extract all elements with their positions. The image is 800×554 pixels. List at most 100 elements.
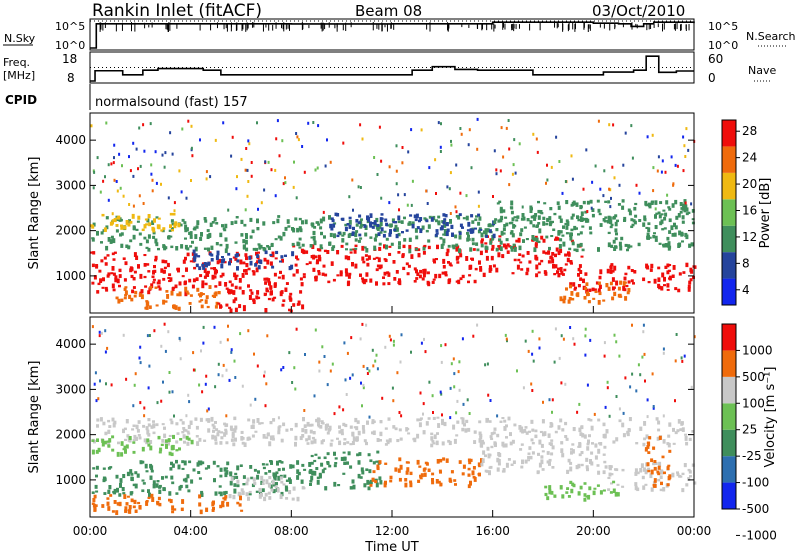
range-cell (249, 260, 253, 266)
range-cell (501, 417, 505, 420)
range-cell (111, 417, 115, 422)
range-cell (675, 333, 678, 336)
range-cell (574, 286, 577, 290)
range-cell (116, 502, 120, 506)
range-cell (264, 308, 268, 313)
range-cell (550, 439, 554, 442)
range-cell (490, 445, 494, 449)
range-cell (445, 222, 449, 227)
range-cell (371, 431, 374, 435)
range-cell (211, 434, 215, 440)
range-cell (561, 191, 564, 195)
range-cell (96, 418, 100, 422)
range-cell (587, 439, 590, 444)
range-cell (613, 291, 617, 297)
range-cell (436, 432, 439, 435)
range-cell (579, 485, 583, 490)
range-cell (91, 502, 95, 505)
range-cell (441, 271, 445, 275)
range-cell (403, 193, 406, 197)
range-cell (546, 217, 550, 222)
range-cell (99, 278, 103, 283)
range-cell (353, 249, 357, 254)
range-cell (425, 189, 428, 193)
range-cell (371, 477, 375, 482)
range-cell (364, 232, 368, 237)
range-cell (115, 474, 119, 479)
range-cell (423, 268, 427, 274)
range-cell (565, 232, 569, 235)
range-cell (217, 302, 221, 305)
range-cell (132, 286, 136, 289)
range-cell (479, 268, 483, 272)
range-cell (230, 348, 233, 352)
range-cell (531, 451, 535, 455)
range-cell (267, 278, 271, 283)
range-cell (95, 490, 99, 493)
range-cell (220, 263, 224, 269)
range-cell (668, 230, 672, 234)
range-cell (221, 500, 225, 504)
range-cell (214, 385, 217, 389)
range-cell (164, 475, 168, 479)
range-cell (490, 437, 494, 441)
range-cell (170, 445, 174, 451)
range-cell (661, 455, 665, 459)
range-cell (415, 213, 419, 219)
range-cell (454, 483, 457, 486)
range-cell (409, 214, 413, 217)
range-cell (513, 423, 517, 427)
series-line-0 (90, 55, 694, 82)
range-cell (108, 438, 112, 443)
range-cell (316, 476, 320, 480)
range-cell (219, 441, 223, 445)
range-cell (540, 443, 544, 448)
range-cell (231, 135, 234, 139)
range-cell (497, 219, 501, 223)
range-cell (603, 460, 607, 464)
range-cell (251, 434, 255, 438)
range-cell (178, 281, 182, 286)
range-cell (175, 440, 179, 444)
range-cell (646, 398, 649, 402)
range-cell (252, 477, 256, 482)
range-cell (460, 132, 463, 136)
range-cell (378, 476, 382, 481)
range-cell (635, 389, 638, 393)
range-cell (609, 266, 613, 269)
range-cell (435, 192, 437, 195)
range-cell (495, 247, 499, 252)
range-cell (208, 234, 212, 238)
range-cell (281, 303, 285, 307)
range-cell (618, 183, 621, 187)
range-cell (472, 334, 475, 338)
range-cell (111, 252, 115, 256)
range-cell (219, 491, 223, 497)
range-cell (321, 272, 325, 276)
range-cell (333, 464, 337, 468)
range-cell (388, 232, 392, 237)
range-cell (212, 500, 215, 505)
range-cell (507, 458, 511, 461)
range-cell (573, 288, 577, 291)
range-cell (245, 247, 249, 252)
range-cell (156, 401, 159, 405)
range-cell (245, 272, 248, 275)
range-cell (173, 508, 177, 511)
range-cell (205, 295, 209, 300)
range-cell (273, 476, 276, 479)
range-cell (593, 288, 597, 291)
range-cell (452, 357, 455, 361)
range-cell (305, 250, 309, 254)
range-cell (507, 119, 510, 122)
range-cell (469, 230, 473, 234)
range-cell (317, 418, 321, 423)
range-cell (334, 212, 338, 217)
range-cell (95, 474, 98, 478)
range-cell (630, 279, 634, 283)
range-cell (245, 147, 248, 150)
range-cell (421, 277, 425, 281)
range-cell (627, 428, 631, 432)
range-cell (376, 438, 380, 443)
